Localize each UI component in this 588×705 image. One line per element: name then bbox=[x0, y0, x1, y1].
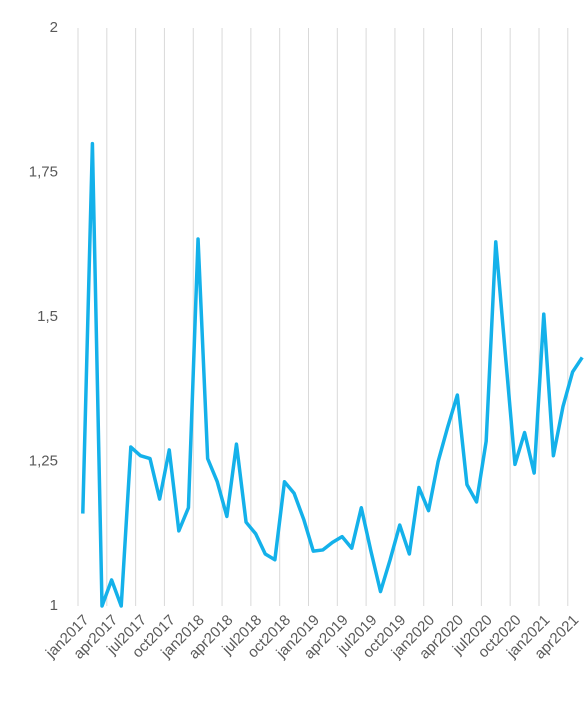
y-tick-label: 1 bbox=[50, 597, 58, 614]
y-tick-label: 2 bbox=[50, 19, 58, 36]
y-tick-label: 1,25 bbox=[29, 452, 58, 469]
y-tick-label: 1,5 bbox=[37, 308, 58, 325]
data-line bbox=[81, 141, 584, 608]
y-tick-label: 1,75 bbox=[29, 163, 58, 180]
